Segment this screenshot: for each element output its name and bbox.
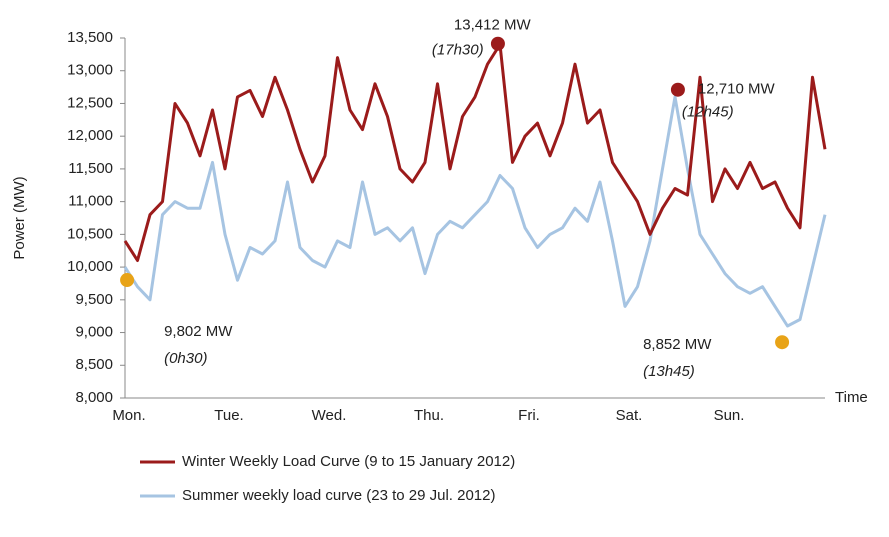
annotation-time: (13h45)	[643, 363, 695, 380]
y-tick-label: 13,000	[67, 62, 113, 79]
y-axis-label: Power (MW)	[11, 176, 28, 259]
x-axis-label: Time	[835, 389, 868, 406]
y-tick-label: 11,500	[68, 160, 113, 177]
y-tick-label: 9,500	[75, 291, 113, 308]
x-tick-label: Wed.	[312, 407, 347, 424]
annotation-value: 8,852 MW	[643, 336, 712, 353]
legend-label: Winter Weekly Load Curve (9 to 15 Januar…	[182, 453, 515, 470]
x-tick-label: Thu.	[414, 407, 444, 424]
y-tick-label: 11,000	[68, 193, 113, 210]
annotation-time: (0h30)	[164, 350, 207, 367]
marker	[120, 273, 135, 288]
y-tick-label: 9,000	[75, 324, 113, 341]
series-line	[123, 43, 827, 262]
annotation-value: 9,802 MW	[164, 323, 233, 340]
x-tick-label: Tue.	[214, 407, 243, 424]
legend-label: Summer weekly load curve (23 to 29 Jul. …	[182, 487, 495, 504]
y-tick-label: 8,500	[75, 356, 113, 373]
x-tick-label: Sun.	[714, 407, 745, 424]
x-tick-label: Sat.	[616, 407, 643, 424]
y-tick-label: 10,000	[67, 258, 113, 275]
marker	[670, 82, 685, 97]
marker	[775, 335, 790, 350]
y-tick-label: 10,500	[67, 225, 113, 242]
annotation-value: 13,412 MW	[454, 17, 532, 34]
annotation-time: (12h45)	[682, 104, 734, 121]
series-line	[123, 95, 827, 328]
marker	[490, 36, 505, 51]
y-tick-label: 12,500	[67, 94, 113, 111]
x-tick-label: Fri.	[518, 407, 540, 424]
x-tick-label: Mon.	[112, 407, 145, 424]
y-tick-label: 8,000	[75, 389, 113, 406]
y-tick-label: 13,500	[67, 29, 113, 46]
y-tick-label: 12,000	[67, 127, 113, 144]
annotation-value: 12,710 MW	[698, 81, 776, 98]
annotation-time: (17h30)	[432, 42, 484, 59]
